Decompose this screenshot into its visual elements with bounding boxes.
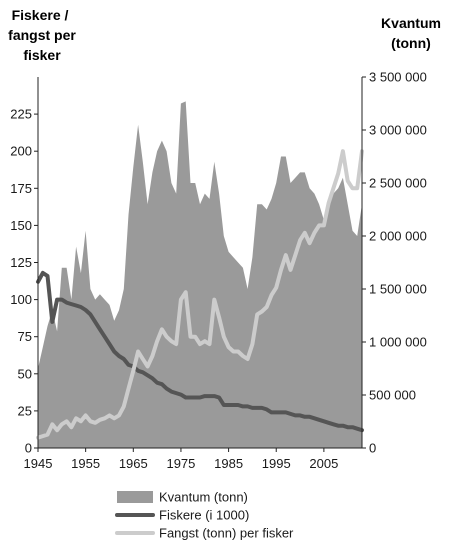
x-tick-label: 1965 bbox=[119, 456, 148, 471]
series-line-fangst-per-fisker bbox=[36, 149, 364, 440]
legend-label: Kvantum (tonn) bbox=[159, 490, 248, 505]
x-tick-label: 1975 bbox=[166, 456, 195, 471]
right-tick-label: 2 000 000 bbox=[369, 229, 427, 244]
series-area-kvantum bbox=[38, 101, 362, 449]
legend-label: Fangst (tonn) per fisker bbox=[159, 526, 294, 541]
x-tick-label: 1955 bbox=[71, 456, 100, 471]
left-tick-label: 50 bbox=[18, 366, 32, 381]
left-tick-label: 150 bbox=[10, 218, 32, 233]
right-tick-label: 0 bbox=[369, 441, 376, 456]
left-tick-label: 0 bbox=[25, 441, 32, 456]
right-tick-label: 3 000 000 bbox=[369, 123, 427, 138]
left-tick-label: 225 bbox=[10, 107, 32, 122]
right-axis-title-line-2: (tonn) bbox=[391, 35, 431, 51]
left-tick-label: 25 bbox=[18, 403, 32, 418]
legend-label: Fiskere (i 1000) bbox=[159, 508, 249, 523]
right-tick-label: 1 000 000 bbox=[369, 335, 427, 350]
x-tick-label: 2005 bbox=[309, 456, 338, 471]
left-tick-label: 175 bbox=[10, 181, 32, 196]
x-tick-label: 1985 bbox=[214, 456, 243, 471]
right-tick-label: 1 500 000 bbox=[369, 282, 427, 297]
x-tick-label: 1995 bbox=[262, 456, 291, 471]
plot-area bbox=[36, 101, 364, 449]
left-axis-title-line-3: fisker bbox=[23, 47, 61, 63]
axes: 0 25 50 75 100 125 150 175 200 225 0 500 000 1 000 0… bbox=[10, 70, 427, 472]
right-tick-label: 3 500 000 bbox=[369, 70, 427, 85]
left-tick-label: 100 bbox=[10, 292, 32, 307]
right-tick-label: 2 500 000 bbox=[369, 176, 427, 191]
right-tick-label: 500 000 bbox=[369, 388, 416, 403]
left-axis-title-line-2: fangst per bbox=[8, 27, 76, 43]
legend-swatch-kvantum bbox=[117, 491, 153, 503]
legend: Kvantum (tonn) Fiskere (i 1000) Fangst (to… bbox=[115, 490, 294, 541]
series-line-fiskere bbox=[36, 270, 364, 433]
left-tick-label: 200 bbox=[10, 144, 32, 159]
right-axis-title-line-1: Kvantum bbox=[381, 15, 441, 31]
left-tick-label: 75 bbox=[18, 329, 32, 344]
left-axis-title-line-1: Fiskere / bbox=[12, 7, 69, 23]
x-tick-label: 1945 bbox=[24, 456, 53, 471]
left-tick-label: 125 bbox=[10, 255, 32, 270]
